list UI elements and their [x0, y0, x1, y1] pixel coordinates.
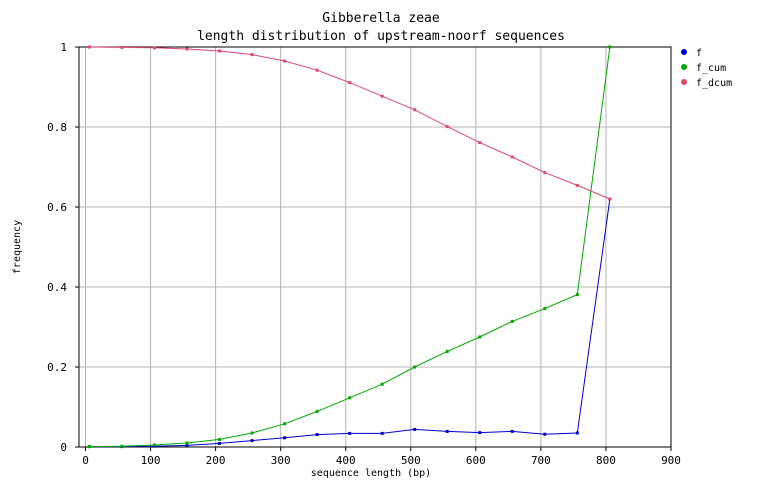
data-point-f: [315, 433, 319, 437]
y-tick-label: 0.8: [47, 121, 67, 134]
data-point-f_cum: [315, 409, 319, 413]
data-point-f_dcum: [608, 197, 612, 201]
data-point-f_cum: [348, 396, 352, 400]
data-point-f: [478, 431, 482, 435]
legend: f f_cum f_dcum: [681, 48, 732, 89]
data-point-f_cum: [543, 307, 547, 311]
legend-item-f_cum: f_cum: [681, 63, 726, 74]
legend-marker: [681, 79, 687, 85]
data-point-f_cum: [380, 382, 384, 386]
x-tick-label: 0: [82, 454, 89, 467]
y-tick-label: 0.4: [47, 281, 67, 294]
legend-marker: [681, 64, 687, 70]
data-point-f: [218, 441, 222, 445]
x-tick-label: 100: [141, 454, 161, 467]
data-point-f: [185, 443, 189, 447]
data-point-f: [413, 427, 417, 431]
legend-item-f: f: [681, 48, 702, 59]
data-point-f_cum: [575, 293, 579, 297]
x-tick-label: 800: [596, 454, 616, 467]
data-point-f: [445, 429, 449, 433]
y-tick-label: 0: [60, 441, 67, 454]
data-point-f_dcum: [87, 45, 91, 49]
legend-label: f_dcum: [696, 78, 732, 89]
data-point-f_dcum: [315, 68, 319, 72]
y-tick-label: 1: [60, 41, 67, 54]
data-point-f_cum: [250, 431, 254, 435]
data-point-f_dcum: [575, 183, 579, 187]
legend-label: f: [696, 48, 702, 59]
data-point-f: [380, 431, 384, 435]
data-point-f: [575, 431, 579, 435]
data-point-f_cum: [87, 445, 91, 449]
plot-frame: [78, 46, 672, 448]
data-point-f_cum: [152, 443, 156, 447]
y-tick-label: 0.6: [47, 201, 67, 214]
x-tick-label: 300: [271, 454, 291, 467]
data-point-f_dcum: [120, 45, 124, 49]
x-tick-label: 900: [661, 454, 681, 467]
data-point-f_dcum: [510, 155, 514, 159]
data-point-f_cum: [413, 365, 417, 369]
series-layer: [87, 45, 612, 449]
data-point-f_dcum: [413, 108, 417, 112]
data-point-f_cum: [445, 349, 449, 353]
data-point-f_dcum: [380, 94, 384, 98]
chart-subtitle: length distribution of upstream-noorf se…: [197, 29, 565, 44]
data-point-f: [543, 432, 547, 436]
x-tick-label: 600: [466, 454, 486, 467]
data-point-f_dcum: [445, 125, 449, 129]
data-point-f: [283, 436, 287, 440]
data-point-f_dcum: [250, 53, 254, 57]
data-point-f_cum: [218, 437, 222, 441]
x-tick-label: 500: [401, 454, 421, 467]
data-point-f_dcum: [283, 59, 287, 63]
legend-label: f_cum: [696, 63, 726, 74]
data-point-f_cum: [478, 335, 482, 339]
data-point-f_cum: [608, 45, 612, 49]
data-point-f: [510, 429, 514, 433]
data-point-f: [348, 431, 352, 435]
data-point-f_cum: [185, 441, 189, 445]
data-point-f_cum: [510, 319, 514, 323]
data-point-f: [250, 439, 254, 443]
legend-marker: [681, 49, 687, 55]
series-f_cum: [87, 45, 612, 449]
data-point-f_dcum: [348, 81, 352, 85]
data-point-f_dcum: [478, 141, 482, 145]
x-tick-label: 400: [336, 454, 356, 467]
x-axis-label: sequence length (bp): [311, 468, 431, 479]
data-point-f_dcum: [185, 47, 189, 51]
y-tick-label: 0.2: [47, 361, 67, 374]
y-axis-label: frequency: [12, 220, 23, 274]
data-point-f_dcum: [218, 49, 222, 53]
data-point-f_cum: [120, 444, 124, 448]
ticks: 0 100 200 300 400 500 600 700 800 900 0 0.2 0.4 0.6 0.…: [47, 41, 681, 467]
data-point-f_dcum: [152, 46, 156, 50]
series-f_dcum: [87, 45, 612, 201]
x-tick-label: 200: [206, 454, 226, 467]
data-point-f_cum: [283, 422, 287, 426]
legend-item-f_dcum: f_dcum: [681, 78, 732, 89]
data-point-f_dcum: [543, 171, 547, 175]
x-tick-label: 700: [531, 454, 551, 467]
chart-title: Gibberella zeae: [322, 11, 440, 26]
